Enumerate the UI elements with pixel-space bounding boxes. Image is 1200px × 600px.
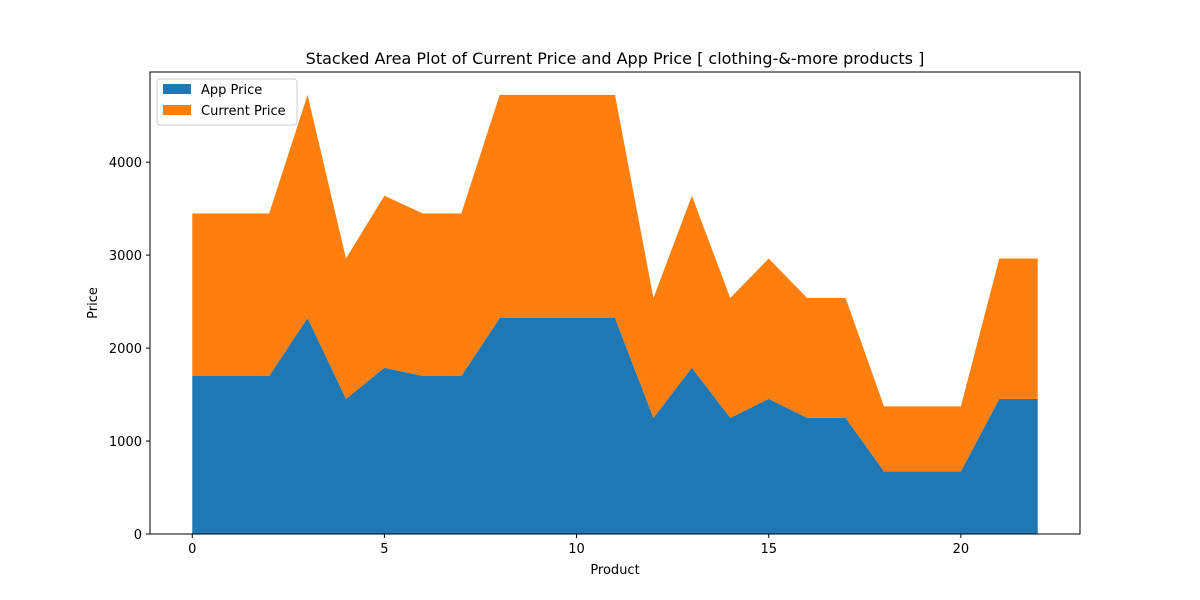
plot-frame [149,71,1081,535]
y-tick-label: 3000 [109,249,142,264]
x-tick-label: 10 [568,542,585,557]
x-tick-label: 15 [760,542,777,557]
x-axis-title: Product [590,563,639,578]
x-tick-label: 5 [380,542,388,557]
legend-label-app-price: App Price [201,83,262,98]
y-tick-label: 2000 [109,342,142,357]
legend-box [156,78,298,126]
area-app-price [192,317,1038,534]
y-tick-label: 1000 [109,435,142,450]
x-axis: 0 5 10 15 20 [188,534,969,557]
y-tick-label: 4000 [109,156,142,171]
x-tick-label: 20 [953,542,970,557]
y-tick-label: 0 [134,528,142,543]
x-tick-label: 0 [188,542,196,557]
chart-title: Stacked Area Plot of Current Price and A… [306,49,925,68]
legend-swatch-current-price [163,105,191,115]
area-current-price [192,94,1038,472]
legend: App Price Current Price [156,78,298,126]
area-layers [192,94,1038,534]
legend-label-current-price: Current Price [201,104,286,119]
legend-swatch-app-price [163,84,191,94]
y-axis: 0 1000 2000 3000 4000 [109,156,150,543]
y-axis-title: Price [86,287,101,319]
